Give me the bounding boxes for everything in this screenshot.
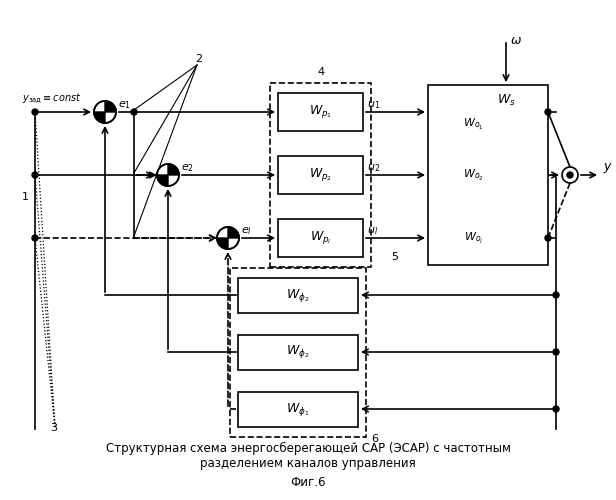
Bar [278,219,363,257]
Bar [238,392,358,426]
Text: 1: 1 [22,192,29,202]
Text: $W_{p_l}$: $W_{p_l}$ [310,230,331,246]
Text: $W_{o_l}$: $W_{o_l}$ [464,230,483,246]
Polygon shape [157,175,168,186]
Text: $u_l$: $u_l$ [367,225,378,237]
Circle shape [567,172,573,178]
Bar [428,85,548,265]
Circle shape [553,292,559,298]
Circle shape [131,109,137,115]
Circle shape [545,235,551,241]
Text: $W_{\phi_2}$: $W_{\phi_2}$ [286,344,310,360]
Text: 2: 2 [195,54,202,64]
Circle shape [157,164,179,186]
Circle shape [217,227,239,249]
Text: $W_s$: $W_s$ [496,92,516,108]
Text: $e_l$: $e_l$ [241,225,252,237]
Circle shape [553,406,559,412]
Text: 6: 6 [371,434,378,444]
Text: $y$: $y$ [603,161,613,175]
Text: $W_{\phi_1}$: $W_{\phi_1}$ [286,400,310,417]
Polygon shape [105,101,116,112]
Text: $W_{o_1}$: $W_{o_1}$ [463,116,484,132]
Text: Структурная схема энергосберегающей САР (ЭСАР) с частотным: Структурная схема энергосберегающей САР … [105,442,511,454]
Circle shape [553,349,559,355]
Text: 4: 4 [317,67,324,77]
Bar [230,268,366,436]
Text: $W_{o_2}$: $W_{o_2}$ [463,168,484,182]
Circle shape [32,109,38,115]
Bar [270,83,371,267]
Text: $W_{\phi_2}$: $W_{\phi_2}$ [286,286,310,304]
Text: $e_1$: $e_1$ [118,99,131,111]
Text: $e_2$: $e_2$ [181,162,194,174]
Circle shape [562,167,578,183]
Text: $u_2$: $u_2$ [367,162,380,174]
Text: 5: 5 [391,252,398,262]
Text: разделением каналов управления: разделением каналов управления [200,458,416,470]
Text: Фиг.6: Фиг.6 [290,476,326,488]
Text: $\omega$: $\omega$ [510,34,522,47]
Circle shape [94,101,116,123]
Bar [278,156,363,194]
Text: $u_1$: $u_1$ [367,99,380,111]
Polygon shape [217,238,228,249]
Text: $W_{p_1}$: $W_{p_1}$ [309,104,332,120]
Polygon shape [168,164,179,175]
Bar [238,334,358,370]
Bar [278,93,363,131]
Circle shape [32,172,38,178]
Bar [238,278,358,312]
Text: $y_{\rm зад}\equiv const$: $y_{\rm зад}\equiv const$ [22,92,81,106]
Text: 3: 3 [50,423,57,433]
Circle shape [545,109,551,115]
Polygon shape [94,112,105,123]
Polygon shape [228,227,239,238]
Text: $W_{p_2}$: $W_{p_2}$ [309,166,332,184]
Circle shape [32,235,38,241]
